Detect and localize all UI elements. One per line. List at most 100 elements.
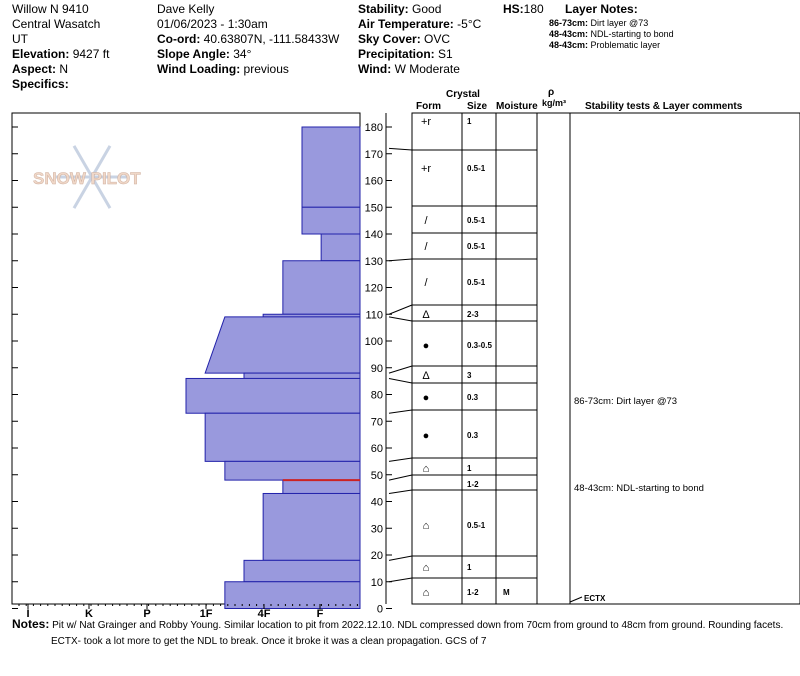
hardness-tick-label: F: [317, 608, 324, 620]
crystal-size: 0.5-1: [467, 242, 486, 251]
wind-label: Wind:: [358, 62, 392, 76]
weather-info: Stability: Good Air Temperature: -5°C Sk…: [358, 2, 481, 77]
crystal-size: 0.3-0.5: [467, 341, 492, 350]
slope-row: Slope Angle: 34°: [157, 47, 339, 62]
layer-connector: [388, 555, 413, 561]
snowflake-arm: [90, 145, 112, 178]
layer-notes-title: Layer Notes:: [565, 2, 638, 17]
notes-label: Notes:: [12, 617, 50, 631]
snowflake-arm: [72, 176, 94, 209]
depth-tick-label: 80: [371, 390, 383, 402]
form-header: Form: [416, 101, 441, 112]
depth-tick-label: 160: [365, 176, 383, 188]
hardness-layer: [224, 581, 361, 609]
crystal-form-symbol: ⌂: [423, 587, 430, 599]
layer-note-text: NDL-starting to bond: [590, 29, 674, 39]
hardness-tick-label: K: [85, 608, 93, 620]
hardness-layer: [262, 492, 361, 561]
aspect-row: Aspect: N: [12, 62, 109, 77]
depth-tick-label: 60: [371, 443, 383, 455]
crystal-form-symbol: ⌂: [423, 562, 430, 574]
hardness-layer: [282, 479, 361, 494]
size-header: Size: [467, 101, 488, 112]
hs-label: HS:: [503, 2, 524, 16]
crystal-form-symbol: ●: [423, 392, 430, 404]
aspect-value: N: [59, 62, 69, 76]
slope-label: Slope Angle:: [157, 47, 230, 61]
rho-header: ρ: [548, 87, 555, 98]
observation-datetime: 01/06/2023 - 1:30am: [157, 17, 268, 31]
comment-ndl: 48-43cm: NDL-starting to bond: [574, 483, 704, 494]
layer-connector: [388, 489, 413, 494]
hardness-layer: [224, 460, 361, 481]
crystal-size: 2-3: [467, 310, 479, 319]
aspect-label: Aspect:: [12, 62, 57, 76]
wind-loading-value: previous: [243, 62, 289, 76]
depth-tick-label: 130: [365, 256, 383, 268]
crystal-form-symbol: /: [424, 241, 428, 253]
snowflake-arm: [72, 145, 94, 178]
depth-tick-label: 50: [371, 470, 383, 482]
hardness-layer: [185, 377, 361, 414]
wind-row: Wind: W Moderate: [358, 62, 481, 77]
hardness-tick-label: 1F: [200, 608, 213, 620]
layer-note-2: 48-43cm: NDL-starting to bond: [549, 29, 674, 39]
depth-tick-label: 180: [365, 122, 383, 134]
precip-row: Precipitation: S1: [358, 47, 481, 62]
crystal-form-symbol: ⌂: [423, 463, 430, 475]
stability-value: Good: [412, 2, 442, 16]
layer-connector: [388, 457, 413, 462]
depth-tick-label: 40: [371, 497, 383, 509]
wind-loading-label: Wind Loading:: [157, 62, 241, 76]
depth-tick-label: 20: [371, 550, 383, 562]
air-temp-label: Air Temperature:: [358, 17, 454, 31]
layer-note-range: 48-43cm:: [549, 40, 589, 50]
layer-connector: [388, 304, 413, 315]
crystal-size: 0.5-1: [467, 521, 486, 530]
crystal-size: 1: [467, 117, 472, 126]
crystal-size: 0.5-1: [467, 216, 486, 225]
hardness-layer: [282, 260, 361, 315]
crystal-form-symbol: /: [424, 215, 428, 227]
slope-value: 34°: [233, 47, 252, 61]
hs-value: 180: [523, 2, 544, 16]
crystal-table-frame: [411, 112, 800, 605]
coord-label: Co-ord:: [157, 32, 201, 46]
layer-connector: [388, 377, 413, 384]
depth-tick-label: 0: [377, 604, 383, 616]
snowpilot-logo: [56, 145, 128, 209]
crystal-form-symbol: /: [424, 277, 428, 289]
hs-row: HS:180: [503, 2, 544, 17]
hardness-layer: [243, 372, 361, 379]
crystal-form-symbol: ●: [423, 340, 430, 352]
elevation-row: Elevation: 9427 ft: [12, 47, 109, 62]
layer-note-text: Problematic layer: [590, 40, 661, 50]
wind-value: W Moderate: [394, 62, 460, 76]
site-info: Willow N 9410 Central Wasatch UT Elevati…: [12, 2, 109, 92]
depth-tick-label: 10: [371, 577, 383, 589]
depth-tick-label: 100: [365, 336, 383, 348]
layer-note-range: 48-43cm:: [549, 29, 589, 39]
stability-row: Stability: Good: [358, 2, 481, 17]
crystal-size: 1: [467, 464, 472, 473]
crystal-size: 0.3: [467, 431, 479, 440]
sky-row: Sky Cover: OVC: [358, 32, 481, 47]
air-temp-value: -5°C: [457, 17, 482, 31]
hardness-layer: [301, 126, 361, 208]
stability-comments-header: Stability tests & Layer comments: [585, 101, 743, 112]
observer-info: Dave Kelly 01/06/2023 - 1:30am Co-ord: 4…: [157, 2, 339, 77]
site-name: Willow N 9410: [12, 2, 89, 16]
crystal-size: 1-2: [467, 588, 479, 597]
wind-loading-row: Wind Loading: previous: [157, 62, 339, 77]
hardness-layer: [204, 412, 361, 462]
notes-section: Notes: Pit w/ Nat Grainger and Robby You…: [12, 616, 792, 650]
crystal-form-symbol: ●: [423, 430, 430, 442]
hardness-tick-label: I: [26, 608, 29, 620]
precip-value: S1: [438, 47, 453, 61]
notes-line-2: ECTX- took a lot more to get the NDL to …: [51, 636, 487, 647]
hardness-tick-label: P: [143, 608, 150, 620]
layer-connector: [388, 365, 413, 374]
precip-label: Precipitation:: [358, 47, 435, 61]
depth-tick-label: 30: [371, 523, 383, 535]
